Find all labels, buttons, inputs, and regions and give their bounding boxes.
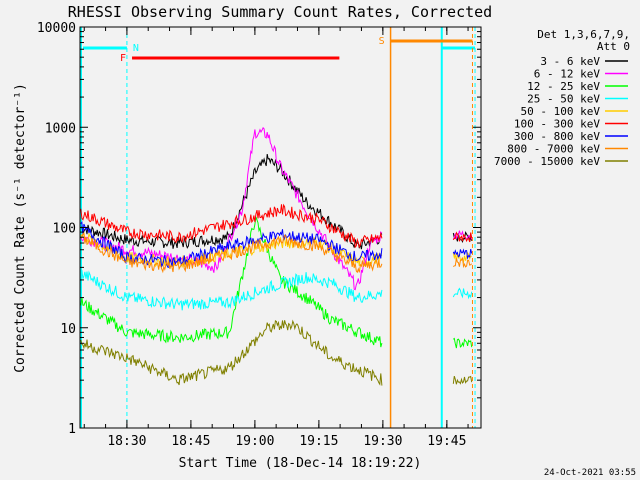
legend-label: 25 - 50 keV: [527, 93, 600, 106]
series-line-segment-2: [452, 337, 473, 349]
y-axis: 1 10 100 1000 10000: [37, 21, 481, 437]
y-tick-label: 1000: [45, 121, 76, 136]
legend-label: 50 - 100 keV: [521, 105, 601, 118]
x-tick-label: 18:30: [107, 434, 146, 449]
legend-label: 300 - 800 keV: [514, 130, 600, 143]
flare-flag-label: F: [120, 53, 126, 64]
legend-label: 3 - 6 keV: [540, 55, 600, 68]
x-axis: 18:30 18:45 19:00 19:15 19:30 19:45: [83, 27, 469, 449]
y-tick-label: 10000: [37, 21, 76, 36]
footer-timestamp: 24-Oct-2021 03:55: [544, 468, 636, 478]
y-tick-label: 10: [60, 322, 76, 337]
series-line: [80, 216, 383, 348]
x-tick-label: 18:45: [171, 434, 210, 449]
series-line: [80, 269, 383, 311]
series-line-segment-2: [452, 231, 473, 243]
series-line-segment-2: [452, 287, 473, 300]
y-tick-label: 1: [68, 422, 76, 437]
legend-label: 100 - 300 keV: [514, 118, 600, 131]
legend-header-detectors: Det 1,3,6,7,9,: [537, 28, 630, 41]
x-tick-label: 19:45: [427, 434, 466, 449]
x-tick-label: 19:15: [299, 434, 338, 449]
legend-header-attenuator: Att 0: [597, 40, 630, 53]
legend-label: 12 - 25 keV: [527, 80, 600, 93]
saa-flag-label: S: [379, 36, 385, 47]
legend-label: 800 - 7000 keV: [507, 143, 600, 156]
series-line-segment-2: [452, 375, 473, 385]
x-tick-label: 19:00: [235, 434, 274, 449]
series-line: [80, 232, 383, 274]
series-line-segment-2: [453, 257, 473, 269]
series-line: [80, 203, 383, 249]
series-line-segment-2: [452, 230, 473, 240]
x-tick-label: 19:30: [363, 434, 402, 449]
series-layer: [80, 126, 473, 386]
legend-label: 7000 - 15000 keV: [494, 155, 600, 168]
y-axis-label: Corrected Count Rate (s⁻¹ detector⁻¹): [13, 83, 28, 373]
y-tick-label: 100: [53, 222, 76, 237]
series-line: [80, 319, 383, 386]
instrument-flag-lines: NF S: [80, 27, 476, 428]
series-line: [80, 221, 383, 268]
x-axis-label: Start Time (18-Dec-14 18:19:22): [179, 456, 422, 471]
night-flag-label: N: [133, 43, 139, 54]
series-line-segment-2: [452, 248, 473, 260]
legend-label: 6 - 12 keV: [534, 68, 601, 81]
chart-title: RHESSI Observing Summary Count Rates, Co…: [68, 3, 492, 21]
